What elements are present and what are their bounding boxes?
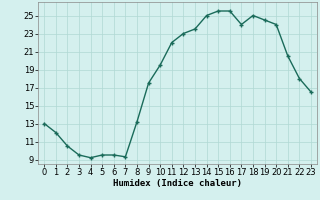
X-axis label: Humidex (Indice chaleur): Humidex (Indice chaleur) xyxy=(113,179,242,188)
